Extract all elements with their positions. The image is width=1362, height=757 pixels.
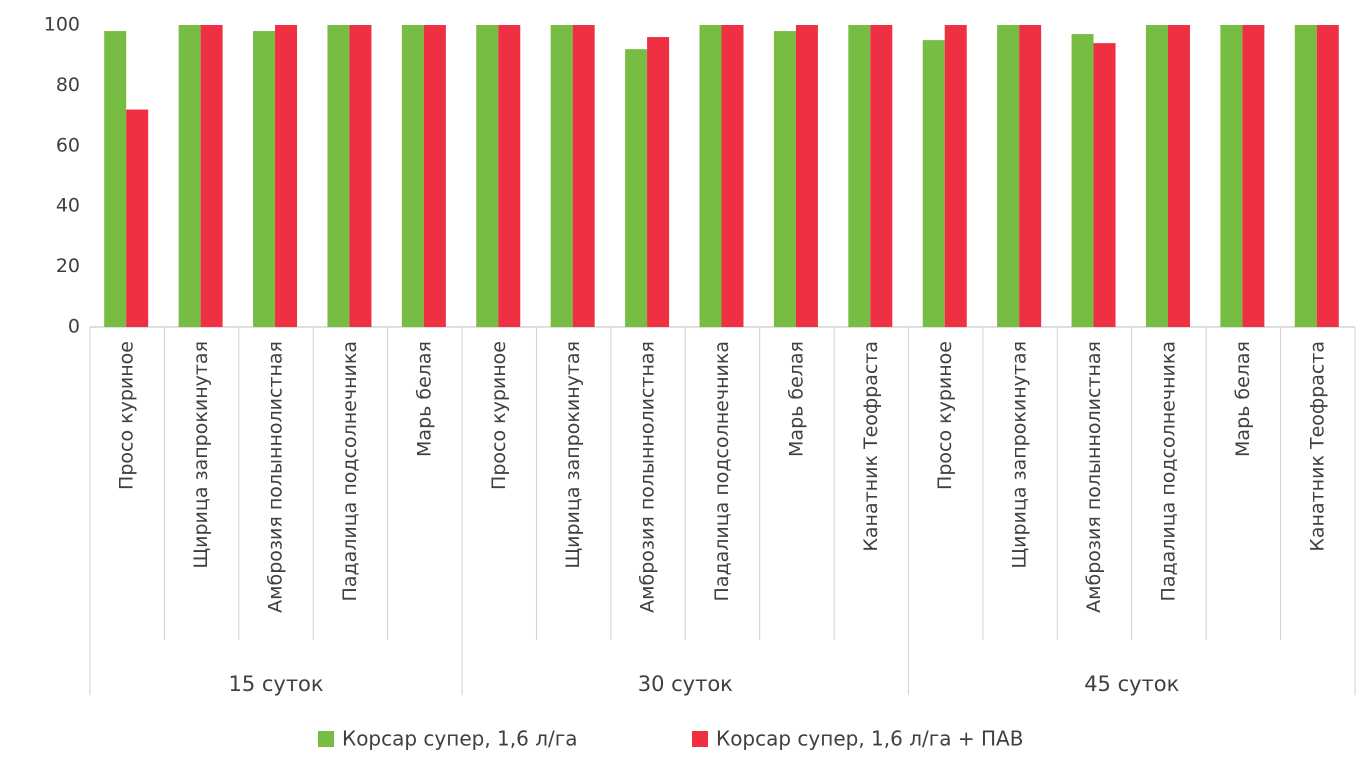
bar	[178, 25, 201, 327]
bar	[944, 25, 967, 327]
x-tick-label: Просо куриное	[488, 341, 510, 490]
bar	[1019, 25, 1042, 327]
bar	[401, 25, 424, 327]
bar	[104, 31, 127, 327]
bar	[423, 25, 446, 327]
bar	[773, 31, 796, 327]
x-tick-label: Падалица подсолнечника	[1157, 341, 1179, 601]
y-tick-label: 20	[56, 255, 80, 277]
bar	[253, 31, 276, 327]
x-tick-label: Амброзия полыннолистная	[1083, 341, 1105, 613]
bar	[200, 25, 223, 327]
bar	[349, 25, 372, 327]
bar	[848, 25, 871, 327]
x-tick-label: Щирица запрокинутая	[562, 341, 584, 569]
x-tick-label: Амброзия полыннолистная	[265, 341, 287, 613]
bar	[550, 25, 573, 327]
y-tick-label: 0	[68, 316, 80, 338]
bar	[647, 37, 670, 328]
x-tick-label: Щирица запрокинутая	[1009, 341, 1031, 569]
x-tick-label: Марь белая	[413, 341, 435, 457]
bar	[721, 25, 744, 327]
bar	[275, 25, 298, 327]
bar	[1145, 25, 1168, 327]
x-tick-label: Канатник Теофраста	[1306, 341, 1328, 552]
y-tick-label: 100	[44, 14, 80, 36]
bar	[1316, 25, 1339, 327]
x-tick-label: Марь белая	[1232, 341, 1254, 457]
bar	[498, 25, 521, 327]
x-tick-label: Амброзия полыннолистная	[637, 341, 659, 613]
bar	[625, 49, 648, 327]
bar	[1093, 43, 1116, 328]
legend-swatch	[318, 731, 334, 747]
bar	[795, 25, 818, 327]
bar	[870, 25, 893, 327]
group-label: 30 суток	[638, 672, 733, 696]
bar	[997, 25, 1020, 327]
y-tick-label: 60	[56, 134, 80, 156]
bar	[1071, 34, 1094, 328]
bar	[327, 25, 350, 327]
bar	[476, 25, 499, 327]
x-tick-label: Щирица запрокинутая	[190, 341, 212, 569]
legend-label: Корсар супер, 1,6 л/га + ПАВ	[716, 727, 1023, 751]
bar	[1294, 25, 1317, 327]
x-tick-label: Падалица подсолнечника	[711, 341, 733, 601]
bar	[126, 109, 149, 327]
group-label: 15 суток	[228, 672, 323, 696]
legend-label: Корсар супер, 1,6 л/га	[342, 727, 578, 751]
y-tick-label: 40	[56, 195, 80, 217]
bar	[699, 25, 722, 327]
bar	[1242, 25, 1265, 327]
y-tick-label: 80	[56, 74, 80, 96]
legend-swatch	[692, 731, 708, 747]
x-tick-label: Падалица подсолнечника	[339, 341, 361, 601]
bar	[1220, 25, 1243, 327]
x-tick-label: Марь белая	[785, 341, 807, 457]
bar	[1167, 25, 1190, 327]
x-tick-label: Канатник Теофраста	[860, 341, 882, 552]
group-label: 45 суток	[1084, 672, 1179, 696]
bar	[922, 40, 945, 327]
x-tick-label: Просо куриное	[116, 341, 138, 490]
x-tick-label: Просо куриное	[934, 341, 956, 490]
bar	[572, 25, 595, 327]
